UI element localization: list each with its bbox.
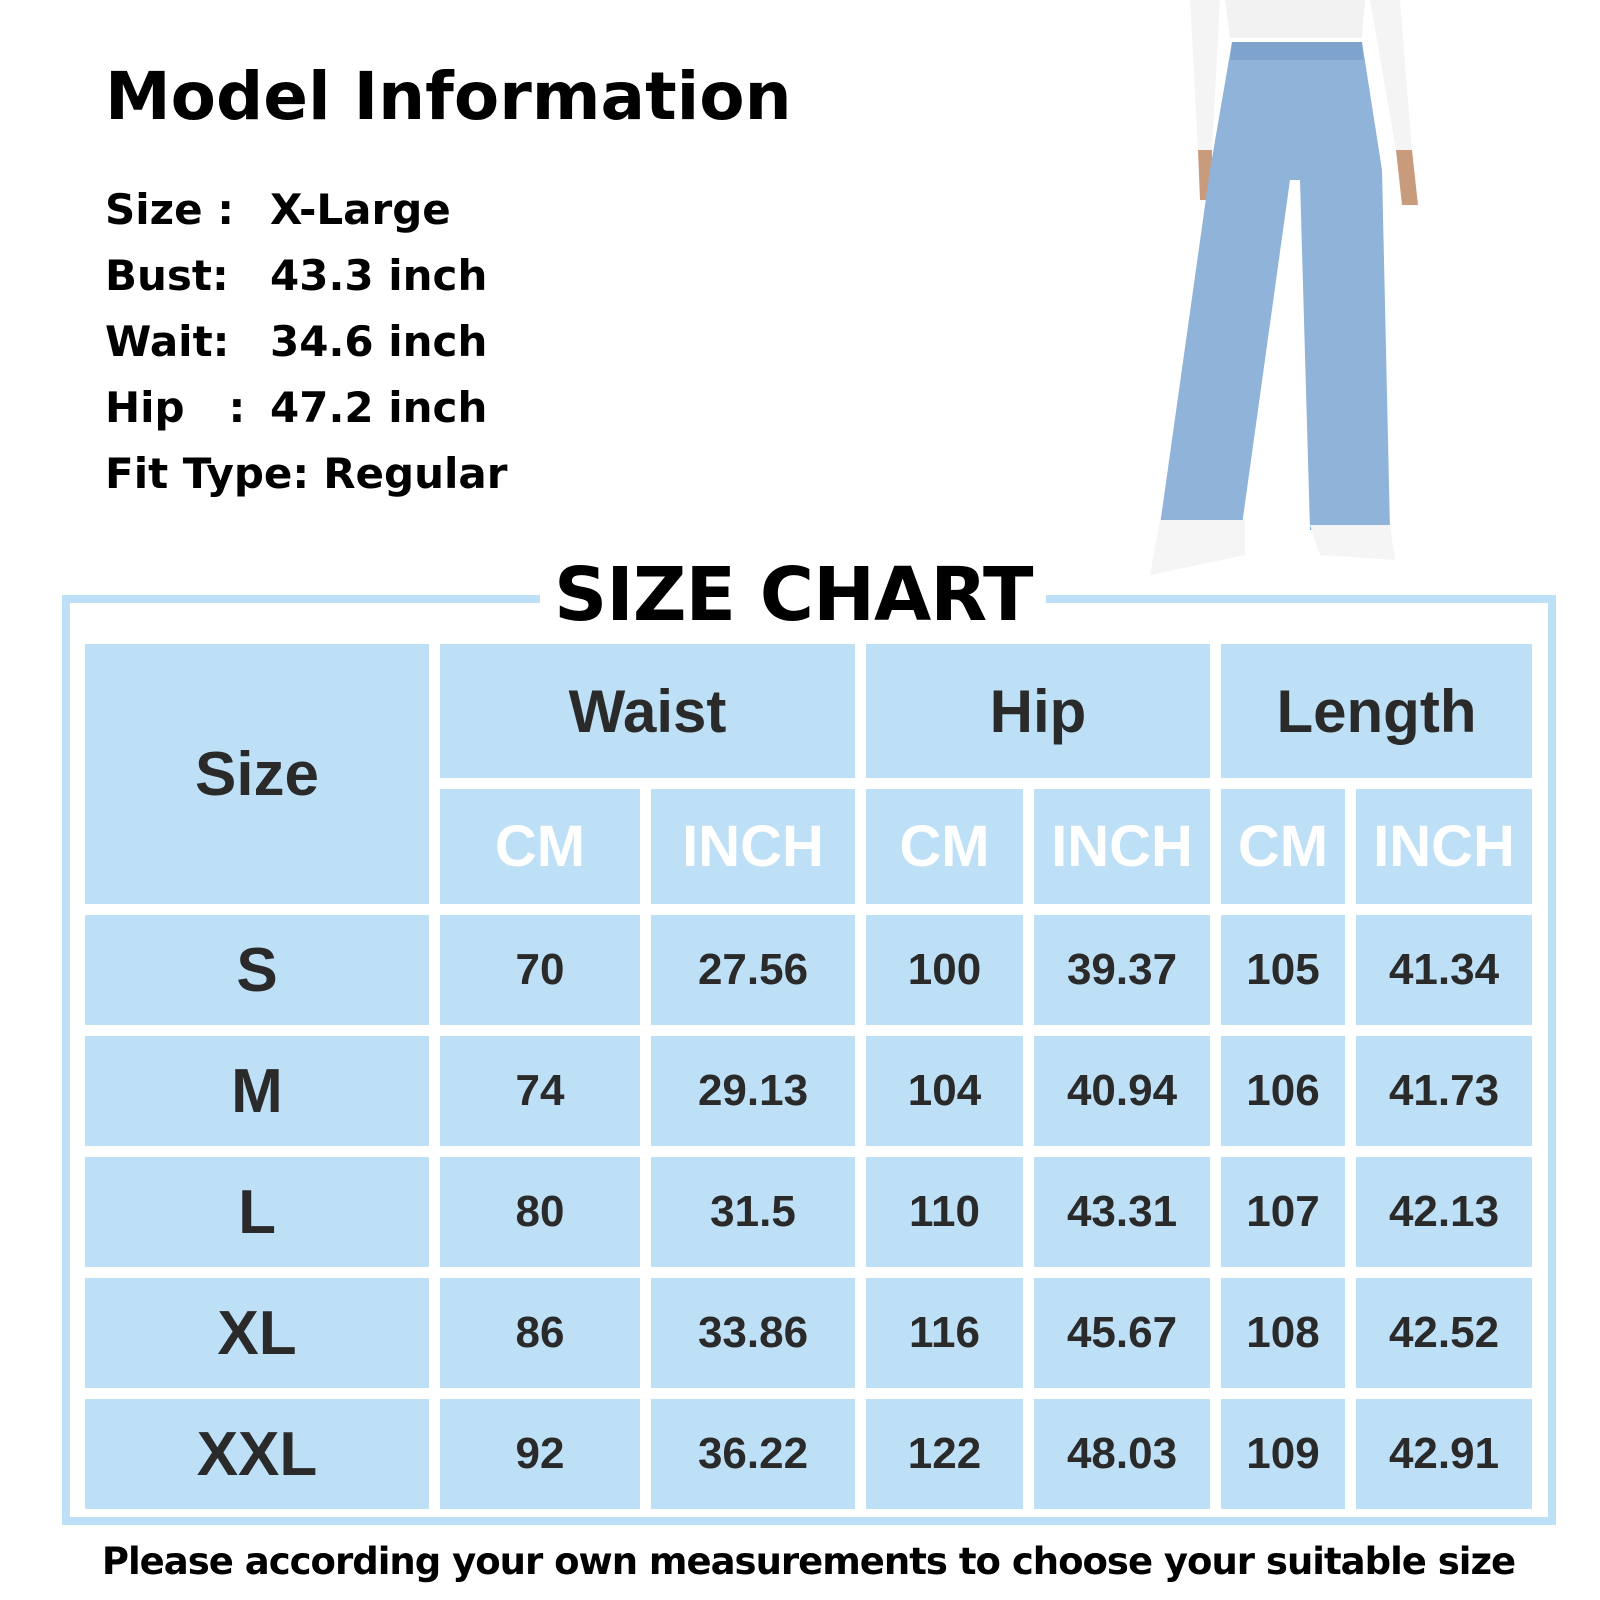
header-unit: CM bbox=[440, 789, 640, 904]
header-unit: INCH bbox=[1034, 789, 1210, 904]
table-cell: 36.22 bbox=[651, 1399, 855, 1509]
model-info-row: Bust: 43.3 inch bbox=[105, 242, 507, 308]
table-cell: 108 bbox=[1221, 1278, 1345, 1388]
footer-note: Please according your own measurements t… bbox=[101, 1540, 1516, 1583]
model-info-row: Fit Type: Regular bbox=[105, 440, 507, 506]
header-waist: Waist bbox=[440, 644, 855, 778]
header-hip: Hip bbox=[866, 644, 1210, 778]
jeans-product-image bbox=[1150, 0, 1418, 575]
model-info-row: Wait: 34.6 inch bbox=[105, 308, 507, 374]
table-cell: 48.03 bbox=[1034, 1399, 1210, 1509]
table-cell: 39.37 bbox=[1034, 915, 1210, 1025]
header-unit: INCH bbox=[1356, 789, 1532, 904]
table-cell: 41.73 bbox=[1356, 1036, 1532, 1146]
table-cell: 92 bbox=[440, 1399, 640, 1509]
header-unit: CM bbox=[1221, 789, 1345, 904]
table-cell: 43.31 bbox=[1034, 1157, 1210, 1267]
table-cell: 107 bbox=[1221, 1157, 1345, 1267]
table-cell: 31.5 bbox=[651, 1157, 855, 1267]
model-info-title: Model Information bbox=[105, 58, 792, 135]
table-cell: 27.56 bbox=[651, 915, 855, 1025]
table-cell: 122 bbox=[866, 1399, 1023, 1509]
model-info-value: 34.6 inch bbox=[270, 316, 488, 366]
table-cell: 33.86 bbox=[651, 1278, 855, 1388]
table-cell: 100 bbox=[866, 915, 1023, 1025]
table-cell: 29.13 bbox=[651, 1036, 855, 1146]
model-info-value: 43.3 inch bbox=[270, 250, 488, 300]
model-info-label: Size : bbox=[105, 184, 234, 234]
table-cell: 105 bbox=[1221, 915, 1345, 1025]
size-chart-table: Size Waist Hip Length CM INCH CM INCH CM… bbox=[85, 644, 1532, 1509]
model-info-value: 47.2 inch bbox=[270, 382, 488, 432]
size-label-xxl: XXL bbox=[85, 1399, 429, 1509]
model-info-label: Fit Type: bbox=[105, 448, 310, 498]
table-cell: 109 bbox=[1221, 1399, 1345, 1509]
table-cell: 104 bbox=[866, 1036, 1023, 1146]
header-length: Length bbox=[1221, 644, 1532, 778]
table-cell: 106 bbox=[1221, 1036, 1345, 1146]
size-label-m: M bbox=[85, 1036, 429, 1146]
model-info-row: Hip : 47.2 inch bbox=[105, 374, 507, 440]
size-chart-title: SIZE CHART bbox=[540, 552, 1047, 638]
header-unit: INCH bbox=[651, 789, 855, 904]
model-info-value: X-Large bbox=[270, 184, 451, 234]
model-info-row: Size : X-Large bbox=[105, 176, 507, 242]
table-cell: 70 bbox=[440, 915, 640, 1025]
model-info-list: Size : X-Large Bust: 43.3 inch Wait: 34.6 inc… bbox=[105, 176, 507, 506]
table-cell: 86 bbox=[440, 1278, 640, 1388]
table-cell: 41.34 bbox=[1356, 915, 1532, 1025]
table-cell: 80 bbox=[440, 1157, 640, 1267]
model-info-label: Wait: bbox=[105, 316, 230, 366]
model-info-label: Hip : bbox=[105, 382, 246, 432]
header-unit: CM bbox=[866, 789, 1023, 904]
table-cell: 110 bbox=[866, 1157, 1023, 1267]
table-cell: 74 bbox=[440, 1036, 640, 1146]
table-cell: 42.52 bbox=[1356, 1278, 1532, 1388]
table-cell: 40.94 bbox=[1034, 1036, 1210, 1146]
table-cell: 116 bbox=[866, 1278, 1023, 1388]
table-cell: 45.67 bbox=[1034, 1278, 1210, 1388]
header-size: Size bbox=[85, 644, 429, 904]
size-label-s: S bbox=[85, 915, 429, 1025]
table-cell: 42.13 bbox=[1356, 1157, 1532, 1267]
model-info-label: Bust: bbox=[105, 250, 229, 300]
size-label-xl: XL bbox=[85, 1278, 429, 1388]
model-info-value: Regular bbox=[323, 448, 508, 498]
size-label-l: L bbox=[85, 1157, 429, 1267]
table-cell: 42.91 bbox=[1356, 1399, 1532, 1509]
